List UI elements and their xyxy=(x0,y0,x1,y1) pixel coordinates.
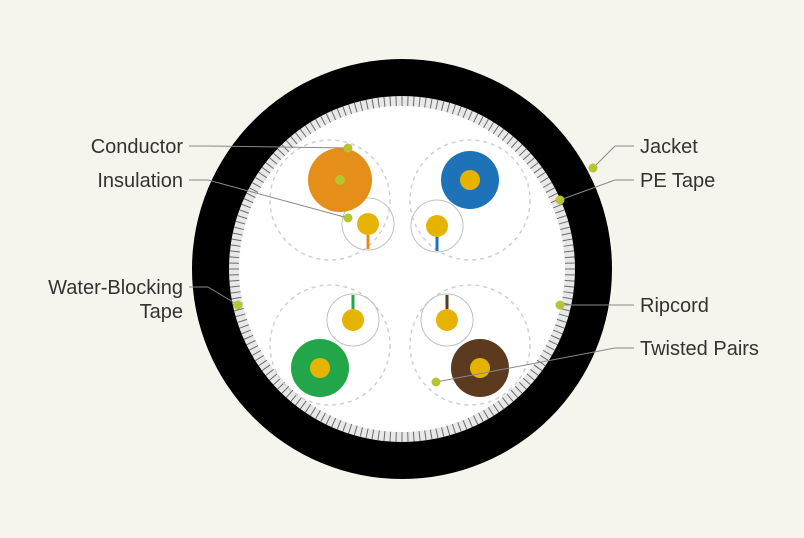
label-marker xyxy=(344,214,353,223)
label-marker xyxy=(589,164,598,173)
label-text: Jacket xyxy=(640,135,698,159)
label-marker xyxy=(234,301,243,310)
label-text: Water-BlockingTape xyxy=(48,276,183,324)
label-text: Ripcord xyxy=(640,294,709,318)
label-marker xyxy=(432,378,441,387)
mate-3 xyxy=(436,309,458,331)
mate-2 xyxy=(342,309,364,331)
label-marker xyxy=(556,301,565,310)
label-text: Insulation xyxy=(97,169,183,193)
label-text: Conductor xyxy=(91,135,183,159)
label-text: Twisted Pairs xyxy=(640,337,759,361)
label-marker xyxy=(344,144,353,153)
mate-1 xyxy=(426,215,448,237)
label-text: PE Tape xyxy=(640,169,715,193)
label-marker xyxy=(556,196,565,205)
mate-0 xyxy=(357,213,379,235)
cable-cross-section xyxy=(0,0,804,538)
